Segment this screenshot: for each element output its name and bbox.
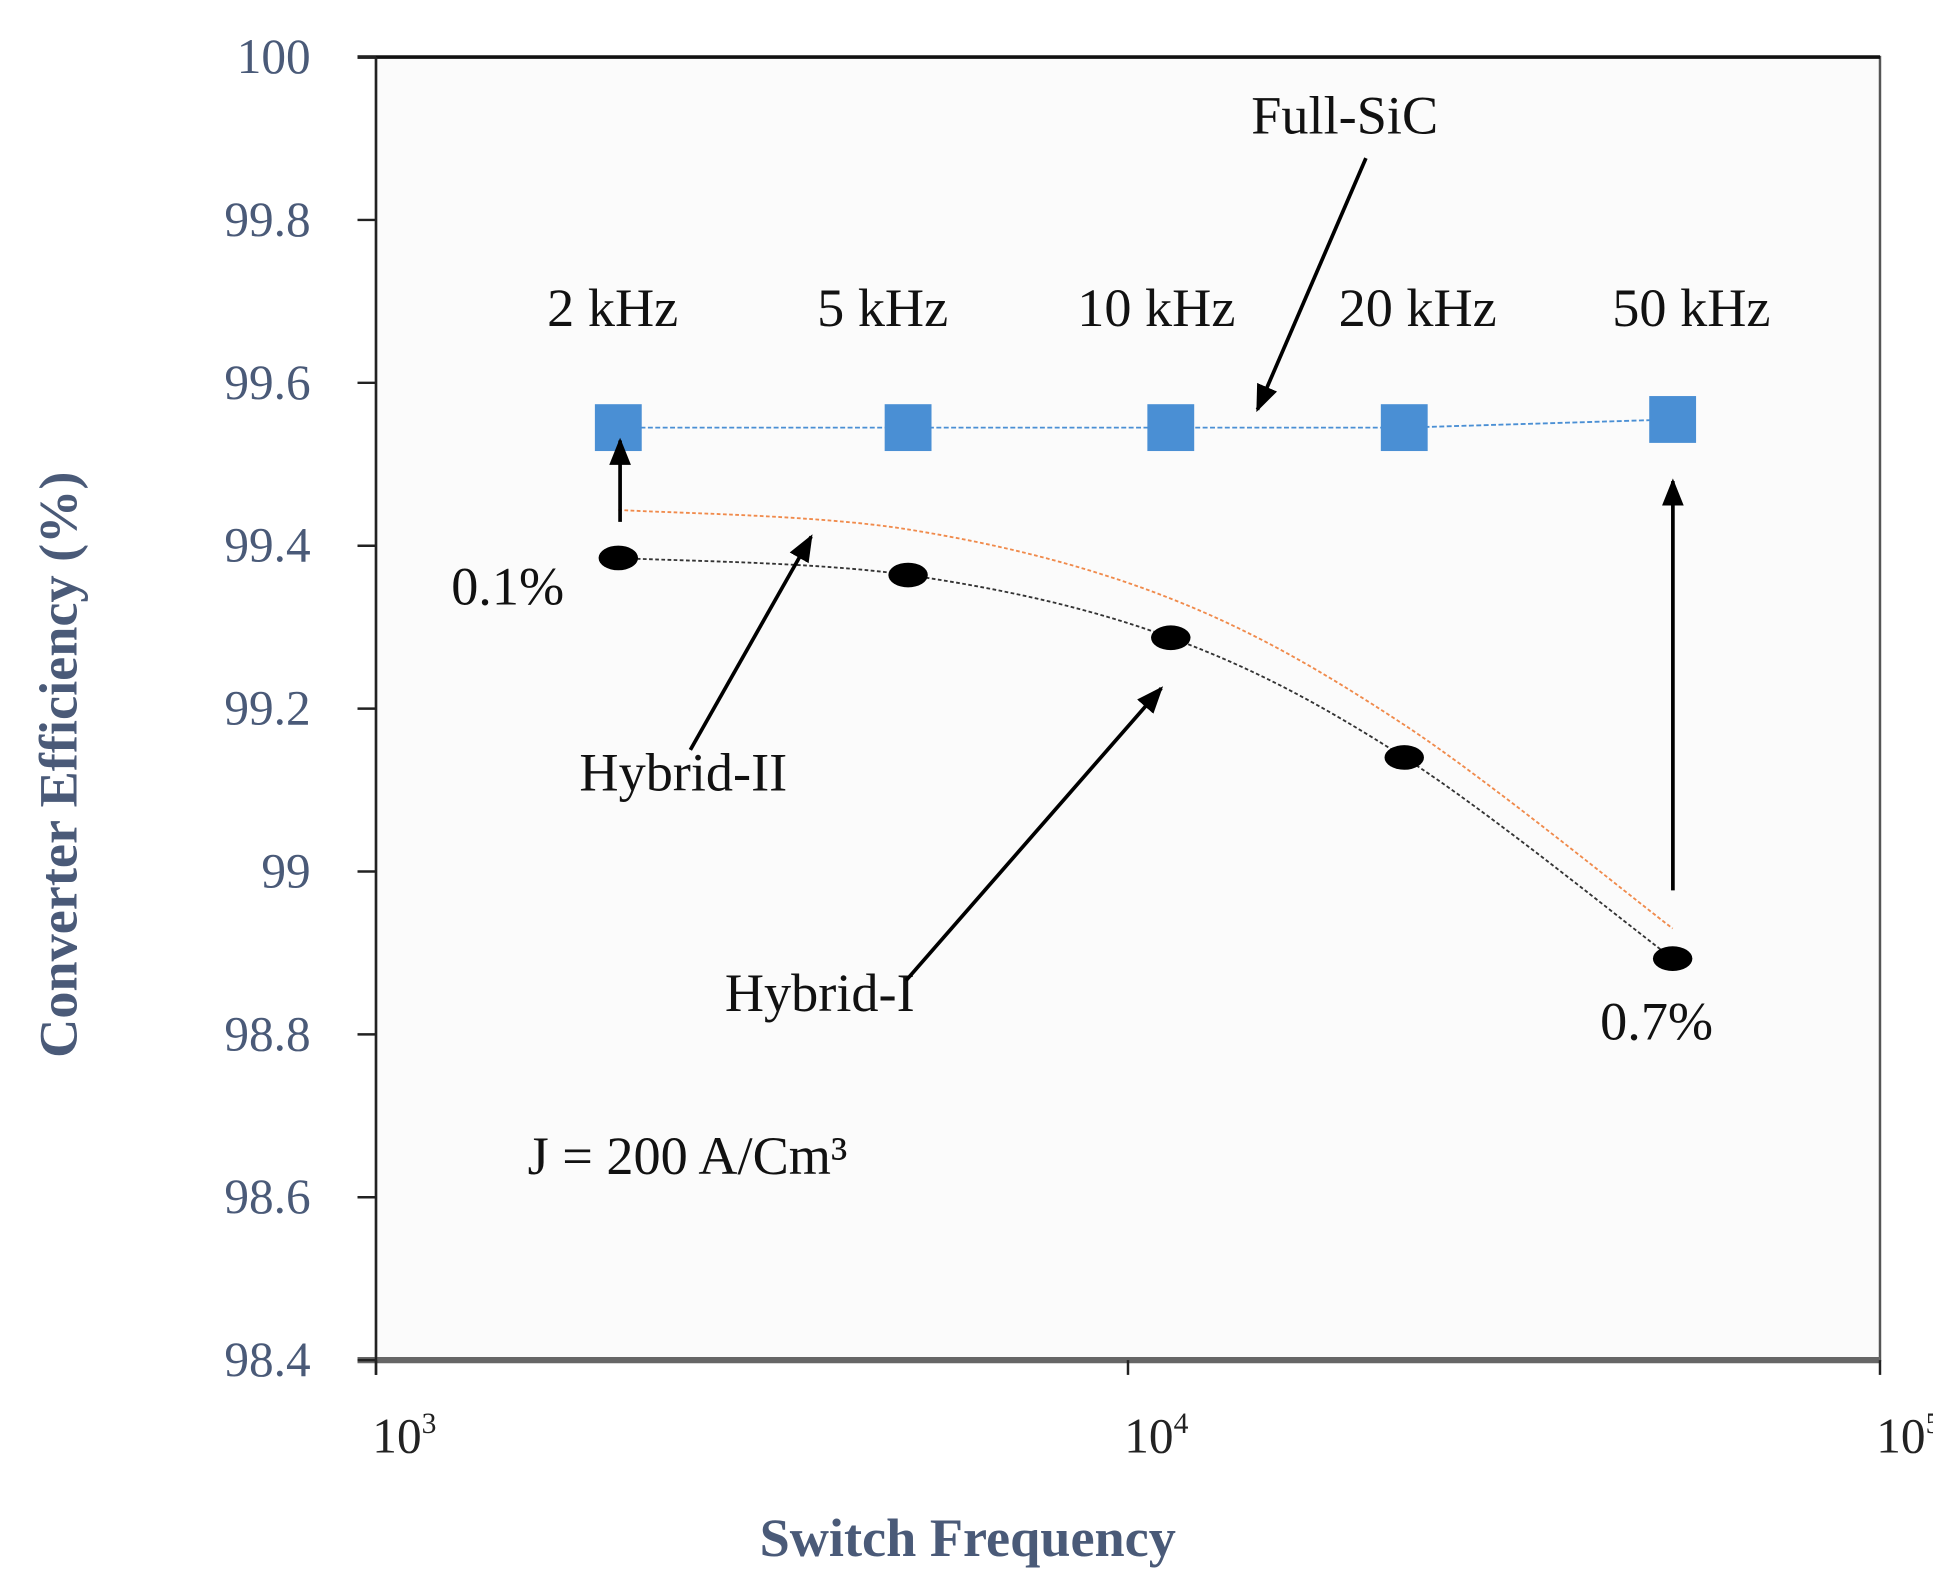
hybrid-i-marker: [1384, 745, 1424, 770]
full-sic-marker: [1380, 404, 1428, 452]
hybrid-i-marker: [598, 545, 639, 571]
frequency-label: 10 kHz: [1077, 278, 1235, 338]
y-tick-label: 99.6: [224, 355, 310, 410]
x-tick-exponent: 3: [422, 1408, 437, 1440]
x-tick-exponent: 4: [1174, 1408, 1189, 1440]
y-tick-label: 99.4: [224, 518, 310, 573]
full-sic-marker: [884, 404, 932, 452]
gain-high-annotation: 0.7%: [1600, 992, 1713, 1052]
hybrid-i-marker: [1652, 946, 1693, 971]
frequency-label: 50 kHz: [1612, 278, 1770, 338]
hybrid-i-marker: [888, 562, 928, 588]
full-sic-annotation: Full-SiC: [1251, 85, 1438, 145]
frequency-label: 5 kHz: [817, 278, 948, 338]
y-tick-label: 98.6: [224, 1169, 310, 1224]
hybrid-ii-annotation: Hybrid-II: [579, 743, 787, 803]
y-tick-label: 100: [237, 29, 311, 84]
x-tick-base: 10: [372, 1409, 421, 1464]
frequency-label: 20 kHz: [1339, 278, 1497, 338]
x-axis-label: Switch Frequency: [760, 1508, 1176, 1568]
current-density-annotation: J = 200 A/Cm³: [528, 1126, 848, 1186]
full-sic-arrow: [1255, 157, 1368, 413]
y-tick-label: 98.4: [224, 1332, 310, 1387]
hybrid-i-arrow: [904, 686, 1164, 982]
gain-low-annotation: 0.1%: [451, 556, 564, 616]
hybrid-ii-line: [618, 508, 1674, 930]
full-sic-marker: [1649, 396, 1697, 443]
frequency-label: 2 kHz: [547, 278, 678, 338]
y-axis-label: Converter Efficiency (%): [28, 472, 88, 1058]
hybrid-i-marker: [1151, 625, 1191, 651]
x-tick-base: 10: [1124, 1409, 1173, 1464]
full-sic-marker: [1147, 404, 1195, 452]
x-tick-label: 105: [1876, 1408, 1933, 1464]
y-tick-label: 99: [261, 843, 310, 898]
x-tick-label: 103: [372, 1408, 436, 1464]
hybrid-i-annotation: Hybrid-I: [725, 963, 915, 1023]
full-sic-line: [618, 418, 1673, 429]
x-tick-exponent: 5: [1926, 1408, 1933, 1440]
hybrid-ii-arrow: [688, 534, 813, 751]
y-tick-label: 99.8: [224, 192, 310, 247]
x-tick-base: 10: [1876, 1409, 1925, 1464]
x-tick-label: 104: [1124, 1408, 1188, 1464]
plot-area: [374, 55, 1882, 1362]
y-tick-label: 98.8: [224, 1006, 310, 1061]
y-tick-label: 99.2: [224, 681, 310, 736]
